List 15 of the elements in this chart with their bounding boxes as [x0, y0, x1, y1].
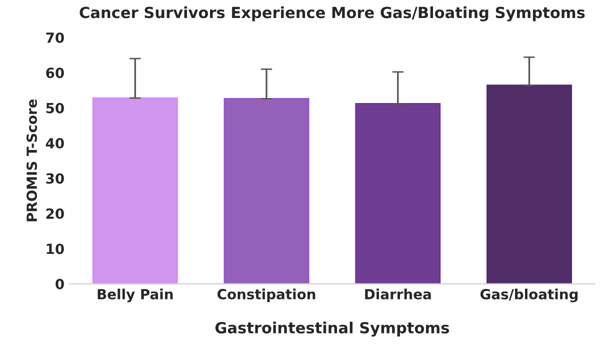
chart-title: Cancer Survivors Experience More Gas/Bloating Symptoms: [80, 6, 585, 22]
y-tick-label: 10: [46, 244, 64, 254]
x-tick-label: Belly Pain: [98, 288, 173, 302]
y-tick-label: 40: [46, 138, 64, 149]
y-tick-label: 60: [46, 68, 64, 78]
x-tick-label: Diarrhea: [365, 288, 431, 300]
y-tick-label: 0: [56, 278, 64, 290]
x-tick-label: Constipation: [217, 288, 316, 302]
x-tick-label: Gas/bloating: [480, 288, 578, 302]
x-axis-title: Gastrointestinal Symptoms: [215, 322, 450, 337]
y-tick-label: 20: [46, 208, 64, 219]
y-axis-title: PROMIS T-Score: [26, 99, 38, 222]
y-tick-label: 70: [46, 32, 64, 43]
y-tick-label: 30: [46, 173, 64, 184]
y-tick-label: 50: [46, 102, 64, 114]
